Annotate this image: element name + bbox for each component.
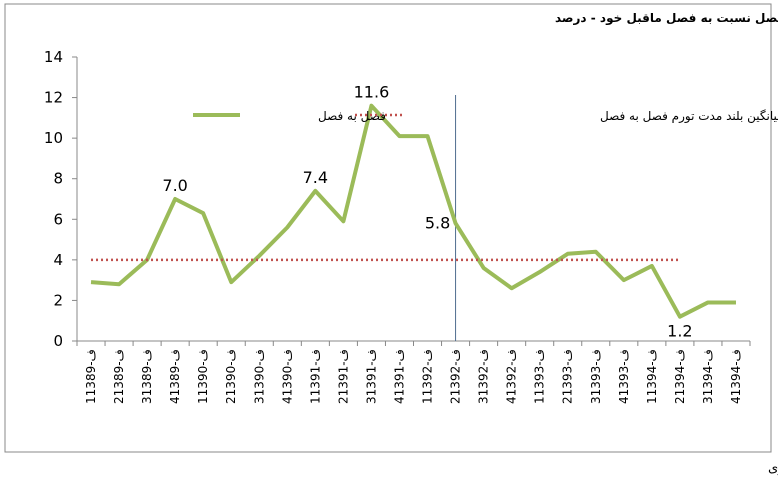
x-tick-label: 3ف-1392 <box>477 349 491 404</box>
x-tick-label: 1ف-1390 <box>196 349 210 404</box>
y-tick-label: 14 <box>44 48 63 66</box>
y-tick-label: 6 <box>53 210 63 228</box>
source: مأخذ: بانک مرکزی <box>768 458 778 476</box>
x-tick-label: 3ف-1390 <box>252 349 266 404</box>
data-label: 11.6 <box>354 83 390 102</box>
data-label: 7.4 <box>303 168 328 187</box>
x-tick-label: 4ف-1393 <box>617 349 631 404</box>
x-tick-label: 4ف-1391 <box>392 349 406 404</box>
x-tick-label: 1ف-1392 <box>421 349 435 404</box>
x-tick-label: 1ف-1389 <box>84 349 98 404</box>
x-tick-label: 4ف-1390 <box>280 349 294 404</box>
y-tick-label: 2 <box>53 291 63 309</box>
data-label: 1.2 <box>667 322 692 341</box>
y-tick-label: 0 <box>53 332 63 350</box>
x-tick-label: 3ف-1391 <box>364 349 378 404</box>
x-tick-label: 2ف-1394 <box>673 349 687 404</box>
x-tick-label: 1ف-1391 <box>308 349 322 404</box>
x-tick-label: 1ف-1393 <box>533 349 547 404</box>
x-tick-label: 3ف-1389 <box>140 349 154 404</box>
series-line <box>90 103 736 319</box>
data-label: 7.0 <box>162 176 187 195</box>
x-tick-label: 3ف-1393 <box>589 349 603 404</box>
x-tick-label: 2ف-1390 <box>224 349 238 404</box>
y-tick-label: 4 <box>53 251 63 269</box>
x-tick-label: 4ف-1394 <box>729 349 743 404</box>
legend-label: فصل به فصل <box>318 109 386 123</box>
y-tick-label: 10 <box>44 129 63 147</box>
x-tick-label: 3ف-1394 <box>701 349 715 404</box>
y-tick-label: 8 <box>53 170 63 188</box>
y-tick-label: 12 <box>44 89 63 107</box>
x-tick-label: 2ف-1392 <box>449 349 463 404</box>
x-tick-label: 2ف-1391 <box>336 349 350 404</box>
legend-label: میانگین بلند مدت تورم فصل به فصل <box>600 109 778 124</box>
x-tick-label: 2ف-1393 <box>561 349 575 404</box>
x-tick-label: 1ف-1394 <box>645 349 659 404</box>
x-tick-label: 4ف-1389 <box>168 349 182 404</box>
data-label: 5.8 <box>425 213 450 232</box>
x-tick-label: 2ف-1389 <box>112 349 126 404</box>
x-tick-label: 4ف-1392 <box>505 349 519 404</box>
chart-frame <box>4 3 772 453</box>
chart-title: افزایش شاخص قیمت مصرف کننده در هر فصل نس… <box>555 11 778 26</box>
